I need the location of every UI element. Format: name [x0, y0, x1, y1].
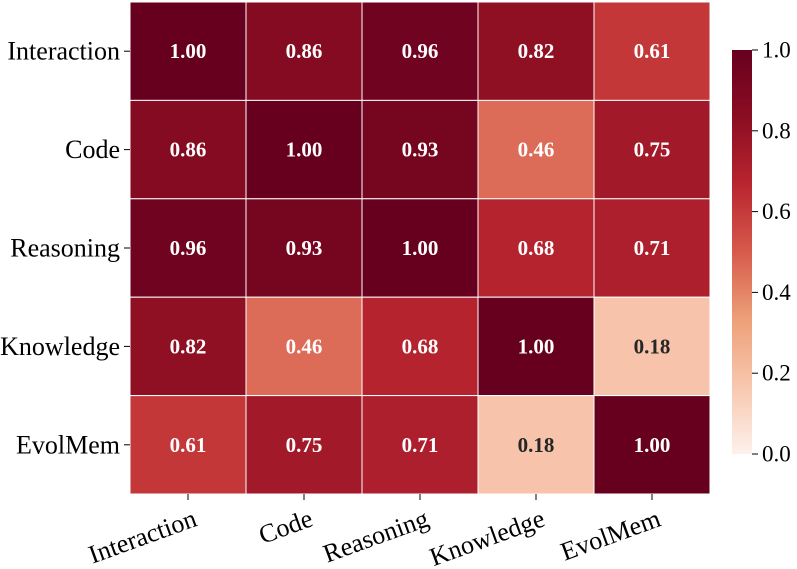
heatmap-cell — [245, 198, 363, 298]
cell-value-label: 0.96 — [170, 236, 207, 260]
heatmap-cell — [361, 1, 479, 101]
cell-value-label: 0.75 — [286, 433, 323, 457]
cell-value-label: 0.86 — [286, 39, 323, 63]
heatmap-cell — [361, 395, 479, 495]
colorbar-tick-label: 0.0 — [762, 442, 791, 467]
heatmap-cell — [361, 198, 479, 298]
cell-value-label: 1.00 — [286, 138, 323, 162]
row-label: Interaction — [7, 37, 120, 66]
heatmap-cell — [593, 198, 711, 298]
cell-value-label: 1.00 — [518, 334, 555, 358]
cell-value-label: 0.61 — [634, 39, 671, 63]
column-label: EvolMem — [557, 504, 665, 567]
row-label: Code — [65, 135, 120, 164]
cell-value-label: 0.18 — [518, 433, 555, 457]
heatmap-cell — [593, 395, 711, 495]
cell-value-label: 0.68 — [402, 334, 439, 358]
heatmap-cell — [477, 1, 595, 101]
colorbar-tick-label: 0.4 — [762, 280, 791, 305]
row-label: EvolMem — [16, 430, 120, 459]
column-label: Knowledge — [426, 504, 549, 569]
column-label: Interaction — [85, 504, 201, 569]
colorbar-tick-label: 0.6 — [762, 199, 791, 224]
heatmap-cell — [593, 99, 711, 200]
colorbar-ticks: 0.0 0.2 0.4 0.6 0.8 1.0 — [752, 38, 791, 467]
cell-value-label: 0.93 — [402, 138, 439, 162]
cell-value-label: 0.46 — [286, 334, 323, 358]
heatmap-cell — [361, 296, 479, 397]
cell-value-label: 0.82 — [170, 334, 207, 358]
cell-value-label: 0.68 — [518, 236, 555, 260]
column-label: Reasoning — [319, 504, 432, 569]
cell-value-label: 0.93 — [286, 236, 323, 260]
heatmap-cell — [245, 395, 363, 495]
cell-value-label: 0.61 — [170, 433, 207, 457]
heatmap-cell — [593, 1, 711, 101]
colorbar-tick-label: 1.0 — [762, 38, 791, 63]
heatmap-cell — [477, 296, 595, 397]
heatmap-cell — [129, 395, 247, 495]
row-label: Reasoning — [10, 234, 120, 263]
cell-value-label: 0.96 — [402, 39, 439, 63]
heatmap-cell — [361, 99, 479, 200]
cell-value-label: 0.71 — [402, 433, 439, 457]
cell-value-label: 0.46 — [518, 138, 555, 162]
cell-value-label: 0.71 — [634, 236, 671, 260]
row-label: Knowledge — [0, 332, 120, 361]
row-labels: Interaction Code Reasoning Knowledge EvolMem — [0, 37, 130, 459]
cell-value-label: 0.75 — [634, 138, 671, 162]
colorbar-tick-label: 0.8 — [762, 118, 791, 143]
heatmap-cells: 1.00 0.86 0.96 0.82 0.61 0.86 1.00 0.93 0.46 0.75… — [129, 1, 711, 495]
cell-value-label: 1.00 — [170, 39, 207, 63]
cell-value-label: 0.86 — [170, 138, 207, 162]
heatmap-cell — [129, 99, 247, 200]
heatmap-cell — [245, 1, 363, 101]
cell-value-label: 1.00 — [634, 433, 671, 457]
colorbar — [732, 50, 752, 454]
cell-value-label: 0.18 — [634, 334, 671, 358]
column-label: Code — [255, 504, 316, 550]
heatmap-cell — [245, 296, 363, 397]
heatmap-cell — [477, 198, 595, 298]
cell-value-label: 1.00 — [402, 236, 439, 260]
heatmap-cell — [129, 1, 247, 101]
cell-value-label: 0.82 — [518, 39, 555, 63]
colorbar-tick-label: 0.2 — [762, 361, 791, 386]
heatmap-cell — [593, 296, 711, 397]
